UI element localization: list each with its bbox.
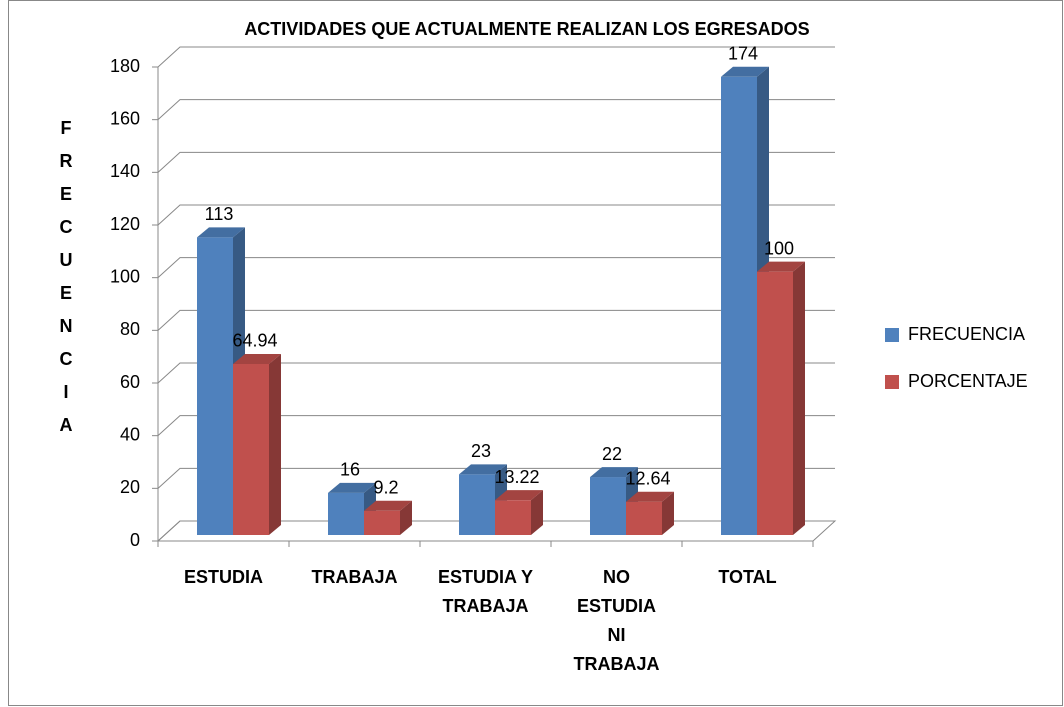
y-tick-label: 100	[110, 266, 140, 286]
bar	[495, 490, 543, 535]
grid-line	[157, 362, 835, 384]
data-label: 12.64	[625, 468, 670, 488]
bar-face	[662, 491, 674, 535]
grid-line	[157, 309, 835, 331]
x-tick-label: ESTUDIA Y TRABAJA	[437, 567, 534, 616]
bar-face	[590, 477, 626, 535]
legend-label: PORCENTAJE	[908, 371, 1028, 391]
y-tick-label: 0	[130, 530, 140, 550]
data-label: 174	[728, 44, 758, 64]
grid-line	[157, 415, 835, 437]
data-label: 16	[340, 460, 360, 480]
bar-face	[364, 500, 412, 511]
grid-line	[157, 99, 835, 121]
y-tick-label: 140	[110, 161, 140, 181]
bar	[364, 500, 412, 535]
grid-line	[157, 46, 835, 68]
data-label: 13.22	[494, 467, 539, 487]
bar-face	[233, 353, 281, 364]
chart-border	[8, 0, 1063, 706]
grid-line	[157, 257, 835, 279]
legend-swatch	[885, 375, 899, 389]
data-label: 64.94	[232, 331, 277, 351]
y-tick-label: 80	[120, 319, 140, 339]
y-tick-label: 20	[120, 477, 140, 497]
data-label: 23	[471, 441, 491, 461]
grid-line	[157, 151, 835, 173]
data-label: 9.2	[373, 478, 398, 498]
bar-face	[626, 501, 662, 535]
y-tick-label: 160	[110, 108, 140, 128]
legend-swatch	[885, 328, 899, 342]
x-tick-label: TRABAJA	[311, 567, 398, 587]
chart-title: ACTIVIDADES QUE ACTUALMENTE REALIZAN LOS…	[244, 19, 809, 39]
bar-face	[721, 66, 769, 77]
bar-face	[793, 261, 805, 535]
bar-face	[459, 464, 507, 475]
bar	[233, 353, 281, 535]
bar-face	[328, 492, 364, 535]
data-label: 22	[602, 444, 622, 464]
bar-face	[197, 227, 245, 238]
bar-face	[626, 491, 674, 502]
y-tick-label: 40	[120, 424, 140, 444]
legend-label: FRECUENCIA	[908, 324, 1025, 344]
x-tick-label: NO ESTUDIA NI TRABAJA	[573, 567, 660, 674]
bar-face	[721, 76, 757, 536]
bar-face	[757, 261, 805, 272]
bar-face	[364, 510, 400, 535]
bar-face	[590, 467, 638, 478]
bar-face	[757, 271, 793, 535]
bar-face	[269, 353, 281, 535]
y-axis-label: FRECUENCIA	[56, 118, 76, 448]
bar-face	[495, 500, 531, 535]
data-label: 113	[205, 204, 234, 224]
y-tick-label: 60	[120, 372, 140, 392]
y-tick-label: 120	[110, 214, 140, 234]
bar-face	[400, 500, 412, 535]
bar-face	[531, 490, 543, 535]
grid-line	[157, 204, 835, 226]
data-label: 100	[764, 238, 794, 258]
x-tick-label: ESTUDIA	[183, 567, 263, 587]
y-tick-label: 180	[110, 56, 140, 76]
bar	[626, 491, 674, 535]
bar-face	[459, 474, 495, 535]
x-tick-label: TOTAL	[718, 567, 777, 587]
bar-face	[495, 490, 543, 501]
bar-face	[233, 363, 269, 535]
bar-face	[328, 482, 376, 493]
bar	[757, 261, 805, 535]
bar-face	[197, 237, 233, 535]
